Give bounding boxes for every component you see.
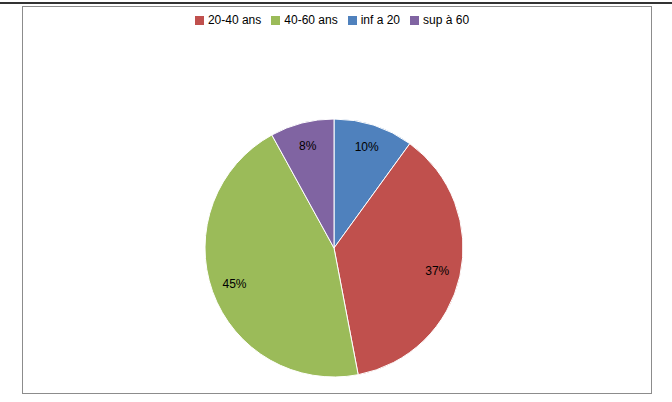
html-text:inf a 20: inf a 20 (360, 13, 400, 27)
html-text:sup à 60: sup à 60 (423, 13, 470, 27)
html-text:20-40 ans: 20-40 ans (207, 13, 262, 27)
svg-text:8%: 8% (299, 139, 317, 153)
svg-text:37%: 37% (425, 264, 449, 278)
svg-text:10%: 10% (355, 140, 379, 154)
svg-text:45%: 45% (222, 277, 246, 291)
html-text:40-60 ans: 40-60 ans (284, 13, 338, 27)
